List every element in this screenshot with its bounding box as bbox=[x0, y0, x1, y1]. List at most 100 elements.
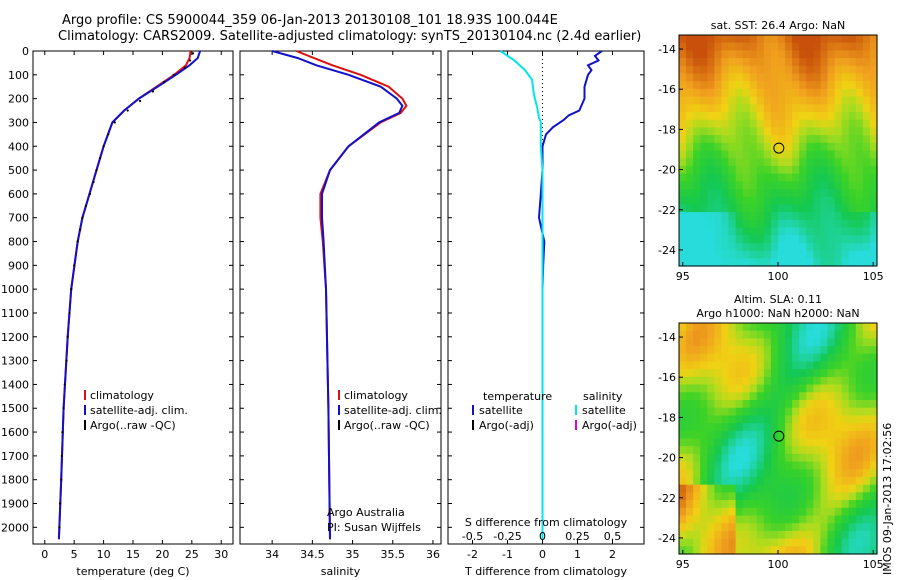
sst_map-map-cell bbox=[855, 204, 864, 213]
sst_map-map-cell bbox=[869, 88, 878, 98]
sla_map-map-cell bbox=[756, 407, 765, 416]
sla_map-map-cell bbox=[785, 338, 793, 347]
sla_map-map-cell bbox=[841, 376, 850, 386]
sst_map-map-cell bbox=[749, 181, 758, 190]
sst_map-map-cell bbox=[799, 258, 807, 267]
sla_map-map-cell bbox=[813, 330, 822, 339]
sst_map-map-cell bbox=[693, 127, 701, 136]
sst_map-map-cell bbox=[756, 250, 765, 259]
sst_map-map-cell bbox=[841, 165, 850, 175]
sla_map-map-cell bbox=[742, 369, 751, 378]
sst_map-map-cell bbox=[756, 135, 765, 144]
sst_map-map-cell bbox=[742, 150, 751, 159]
sla_map-map-cell bbox=[714, 446, 723, 455]
sla_map-map-cell bbox=[679, 384, 687, 393]
sst_map-map-cell bbox=[728, 235, 737, 244]
sla_map-map-cell bbox=[778, 515, 786, 524]
sst_map-map-cell bbox=[735, 135, 744, 144]
sla_map-map-cell bbox=[792, 477, 800, 486]
sst_map-map-cell bbox=[714, 135, 723, 144]
sst_map-map-cell bbox=[813, 65, 822, 75]
sst_map-map-cell bbox=[700, 242, 708, 252]
sst_map-map-cell bbox=[792, 104, 800, 113]
sst_map-map-cell bbox=[749, 227, 758, 236]
temperature-legend-label: climatology bbox=[90, 389, 154, 402]
sla_map-map-cell bbox=[827, 415, 836, 424]
sla_map-map-cell bbox=[728, 346, 737, 355]
sst_map-map-cell bbox=[799, 88, 807, 98]
sst_map-map-cell bbox=[855, 235, 864, 244]
sla_map-map-cell bbox=[763, 400, 772, 409]
sst_map-map-cell bbox=[855, 150, 864, 159]
sst_map-map-cell bbox=[763, 58, 772, 67]
sst_map-map-cell bbox=[707, 127, 715, 136]
sla_map-map-cell bbox=[742, 338, 751, 347]
sst_map-map-cell bbox=[827, 73, 836, 82]
sst_map-map-cell bbox=[785, 219, 793, 229]
sst_map-map-cell bbox=[834, 235, 843, 244]
sst_map-map-cell bbox=[813, 81, 822, 90]
sst_map-map-cell bbox=[799, 204, 807, 213]
sla_map-map-cell bbox=[770, 361, 779, 370]
sla_map-map-cell bbox=[813, 323, 822, 332]
sst_map-map-cell bbox=[827, 242, 836, 252]
sst_map-map-cell bbox=[763, 81, 772, 90]
sla_map-map-cell bbox=[686, 438, 694, 447]
sst_map-map-cell bbox=[799, 112, 807, 121]
sla_map-map-cell bbox=[820, 507, 829, 517]
sla_map-map-cell bbox=[806, 461, 814, 470]
sst_map-map-cell bbox=[778, 235, 786, 244]
sla_map-map-cell bbox=[728, 469, 737, 478]
sst_map-map-cell bbox=[813, 150, 822, 159]
sla_map-map-cell bbox=[806, 376, 814, 386]
salinity-legend-label: satellite-adj. clim. bbox=[344, 404, 442, 417]
sst_map-map-cell bbox=[813, 189, 822, 198]
sst_map-map-cell bbox=[686, 227, 694, 236]
sst_map-map-cell bbox=[862, 242, 871, 252]
sst_map-map-cell bbox=[848, 219, 857, 229]
sst_map-map-cells bbox=[679, 35, 878, 267]
sla_map-map-cell bbox=[742, 346, 751, 355]
difference-xlabel: T difference from climatology bbox=[464, 565, 627, 578]
sla_map-map-cell bbox=[770, 446, 779, 455]
sla_map-map-cell bbox=[721, 323, 730, 332]
sla_map-map-cell bbox=[707, 415, 715, 424]
sla_map-map-cell bbox=[721, 346, 730, 355]
sla_map-map-cell bbox=[806, 507, 814, 517]
sst_map-map-cell bbox=[770, 112, 779, 121]
sst_map-map-cell bbox=[714, 235, 723, 244]
sst_map-map-cell bbox=[820, 65, 829, 75]
sst_map-map-cell bbox=[820, 104, 829, 113]
sla_map-map-cell bbox=[714, 500, 723, 509]
sla_map-map-cell bbox=[792, 453, 800, 463]
sst_map-map-cell bbox=[827, 150, 836, 159]
sst_map-map-cell bbox=[770, 88, 779, 98]
sst_map-map-cell bbox=[869, 50, 878, 59]
temperature-argo-point bbox=[126, 109, 129, 112]
sst_map-map-cell bbox=[714, 204, 723, 213]
sst_map-map-cell bbox=[770, 196, 779, 205]
sst_map-map-cell bbox=[749, 96, 758, 105]
sla_map-map-cell bbox=[820, 346, 829, 355]
sst_map-map-cell bbox=[763, 204, 772, 213]
sst_map-map-cell bbox=[855, 65, 864, 75]
sla_map-map-cell bbox=[693, 538, 701, 547]
sla_map-map-cell bbox=[686, 330, 694, 339]
sst_map-map-cell bbox=[686, 35, 694, 44]
sst_map-map-cell bbox=[834, 104, 843, 113]
sst_map-map-cell bbox=[707, 73, 715, 82]
sst_map-map-cell bbox=[841, 50, 850, 59]
sla_map-map-cell bbox=[735, 500, 744, 509]
sla_map-map-cell bbox=[813, 546, 822, 555]
sla_map-map-cell bbox=[763, 423, 772, 432]
sst_map-map-cell bbox=[862, 165, 871, 175]
sst_map-map-cell bbox=[869, 35, 878, 44]
sst_map-map-cell bbox=[869, 142, 878, 152]
sst_map-map-cell bbox=[855, 250, 864, 259]
sla_map-map-cell bbox=[855, 546, 864, 555]
sst_map-map-cell bbox=[735, 112, 744, 121]
sst_map-map-cell bbox=[721, 50, 730, 59]
sla_map-map-cell bbox=[848, 477, 857, 486]
difference-xtick-label: 1 bbox=[574, 548, 581, 561]
sst_map-map-cell bbox=[820, 50, 829, 59]
